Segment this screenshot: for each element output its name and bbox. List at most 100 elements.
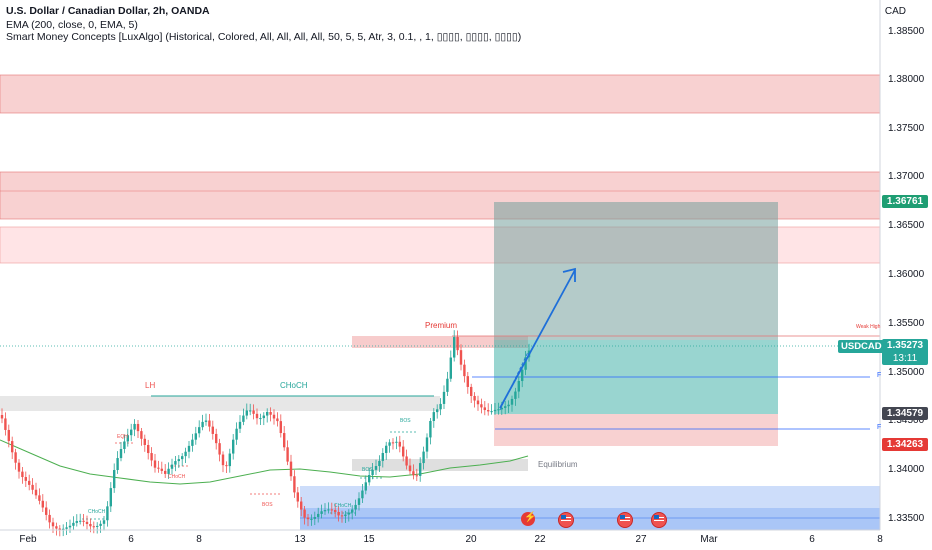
candle-body bbox=[140, 431, 143, 439]
premium-zone bbox=[352, 336, 528, 348]
candle-body bbox=[510, 398, 514, 405]
candle-body bbox=[109, 488, 112, 507]
candle-body bbox=[252, 410, 255, 414]
candle-body bbox=[507, 404, 510, 407]
candle-body bbox=[99, 523, 102, 526]
stop-price-tag: 1.34263 bbox=[882, 438, 928, 451]
choch-label-small: CHoCH bbox=[88, 509, 106, 515]
equilibrium-label: Equilibrium bbox=[538, 460, 578, 469]
currency-label: CAD bbox=[884, 6, 906, 17]
candle-body bbox=[7, 429, 10, 442]
dividend-event-icon[interactable]: ⚡ bbox=[521, 512, 536, 526]
candle-body bbox=[388, 442, 391, 446]
candle-body bbox=[334, 509, 337, 512]
candle-body bbox=[490, 411, 493, 413]
candle-body bbox=[17, 462, 21, 472]
candle-body bbox=[351, 509, 354, 513]
symbol-badge: USDCAD bbox=[838, 340, 885, 353]
candle-body bbox=[276, 418, 279, 422]
candle-body bbox=[466, 376, 469, 387]
candle-body bbox=[153, 460, 157, 468]
candle-body bbox=[354, 504, 357, 510]
candle-body bbox=[68, 525, 72, 528]
candle-body bbox=[164, 470, 167, 474]
y-tick: 1.35000 bbox=[888, 367, 925, 378]
candle-body bbox=[473, 395, 476, 401]
candle-body bbox=[102, 520, 106, 524]
candle-body bbox=[476, 400, 480, 405]
candle-body bbox=[167, 468, 170, 474]
candle-body bbox=[79, 520, 82, 522]
x-tick: 20 bbox=[465, 534, 477, 545]
y-tick: 1.37000 bbox=[888, 171, 925, 182]
candle-body bbox=[385, 445, 388, 453]
candle-body bbox=[347, 512, 350, 515]
premium-label: Premium bbox=[425, 321, 458, 330]
candle-body bbox=[323, 510, 327, 512]
candle-body bbox=[439, 403, 442, 410]
chart-title: U.S. Dollar / Canadian Dollar, 2h, OANDA bbox=[6, 5, 210, 17]
candle-body bbox=[242, 415, 245, 422]
equilibrium-zone bbox=[352, 459, 528, 471]
smc-indicator-label[interactable]: Smart Money Concepts [LuxAlgo] (Historic… bbox=[6, 31, 522, 43]
candle-body bbox=[300, 501, 303, 510]
candle-body bbox=[218, 443, 221, 455]
candle-body bbox=[85, 521, 89, 524]
candle-body bbox=[235, 428, 238, 440]
candle-body bbox=[279, 421, 282, 434]
candle-body bbox=[402, 446, 405, 457]
x-tick: 22 bbox=[534, 534, 546, 545]
candle-body bbox=[0, 415, 4, 419]
bos-label: BOS bbox=[262, 502, 273, 508]
candle-body bbox=[310, 518, 313, 520]
candle-body bbox=[289, 461, 293, 477]
candle-body bbox=[317, 513, 320, 518]
us-flag-event-icon[interactable] bbox=[558, 512, 574, 528]
candle-body bbox=[255, 413, 259, 419]
candle-body bbox=[327, 509, 330, 511]
candle-body bbox=[133, 423, 136, 430]
supply-zone-low bbox=[0, 226, 881, 264]
y-tick: 1.37500 bbox=[888, 123, 925, 134]
y-tick: 1.36000 bbox=[888, 269, 925, 280]
candle-body bbox=[28, 480, 31, 485]
candle-body bbox=[96, 525, 99, 527]
candle-body bbox=[92, 526, 95, 528]
candle-body bbox=[191, 439, 194, 446]
candle-body bbox=[143, 438, 146, 445]
candle-body bbox=[48, 514, 51, 523]
level-tail-label: F bbox=[877, 424, 882, 431]
candle-body bbox=[232, 439, 235, 454]
ema-indicator-label[interactable]: EMA (200, close, 0, EMA, 5) bbox=[6, 19, 138, 31]
eqh-label: EQH bbox=[117, 434, 128, 440]
candle-body bbox=[514, 391, 517, 399]
candle-body bbox=[449, 357, 452, 379]
candle-body bbox=[483, 407, 486, 411]
position-stop-area bbox=[494, 202, 778, 340]
us-flag-event-icon[interactable] bbox=[651, 512, 667, 528]
candle-body bbox=[374, 466, 378, 470]
candle-body bbox=[453, 337, 456, 358]
us-flag-event-icon[interactable] bbox=[617, 512, 633, 528]
candle-body bbox=[34, 489, 38, 496]
candle-body bbox=[187, 445, 191, 452]
candle-body bbox=[419, 463, 422, 476]
x-tick: 13 bbox=[294, 534, 306, 545]
candle-body bbox=[160, 468, 163, 471]
candle-body bbox=[116, 458, 119, 471]
candle-body bbox=[313, 517, 316, 519]
candle-body bbox=[296, 492, 299, 502]
candle-body bbox=[368, 475, 371, 483]
choch-label-small: CHoCH bbox=[168, 474, 186, 480]
supply-zone-mid bbox=[0, 171, 881, 220]
candle-body bbox=[272, 414, 276, 419]
candle-body bbox=[436, 409, 439, 413]
candle-body bbox=[446, 378, 449, 392]
candle-body bbox=[170, 464, 174, 469]
candle-body bbox=[344, 514, 347, 517]
candle-body bbox=[381, 452, 384, 461]
candle-body bbox=[228, 453, 231, 467]
bos-label: BOS bbox=[400, 418, 411, 424]
candle-body bbox=[147, 444, 150, 454]
